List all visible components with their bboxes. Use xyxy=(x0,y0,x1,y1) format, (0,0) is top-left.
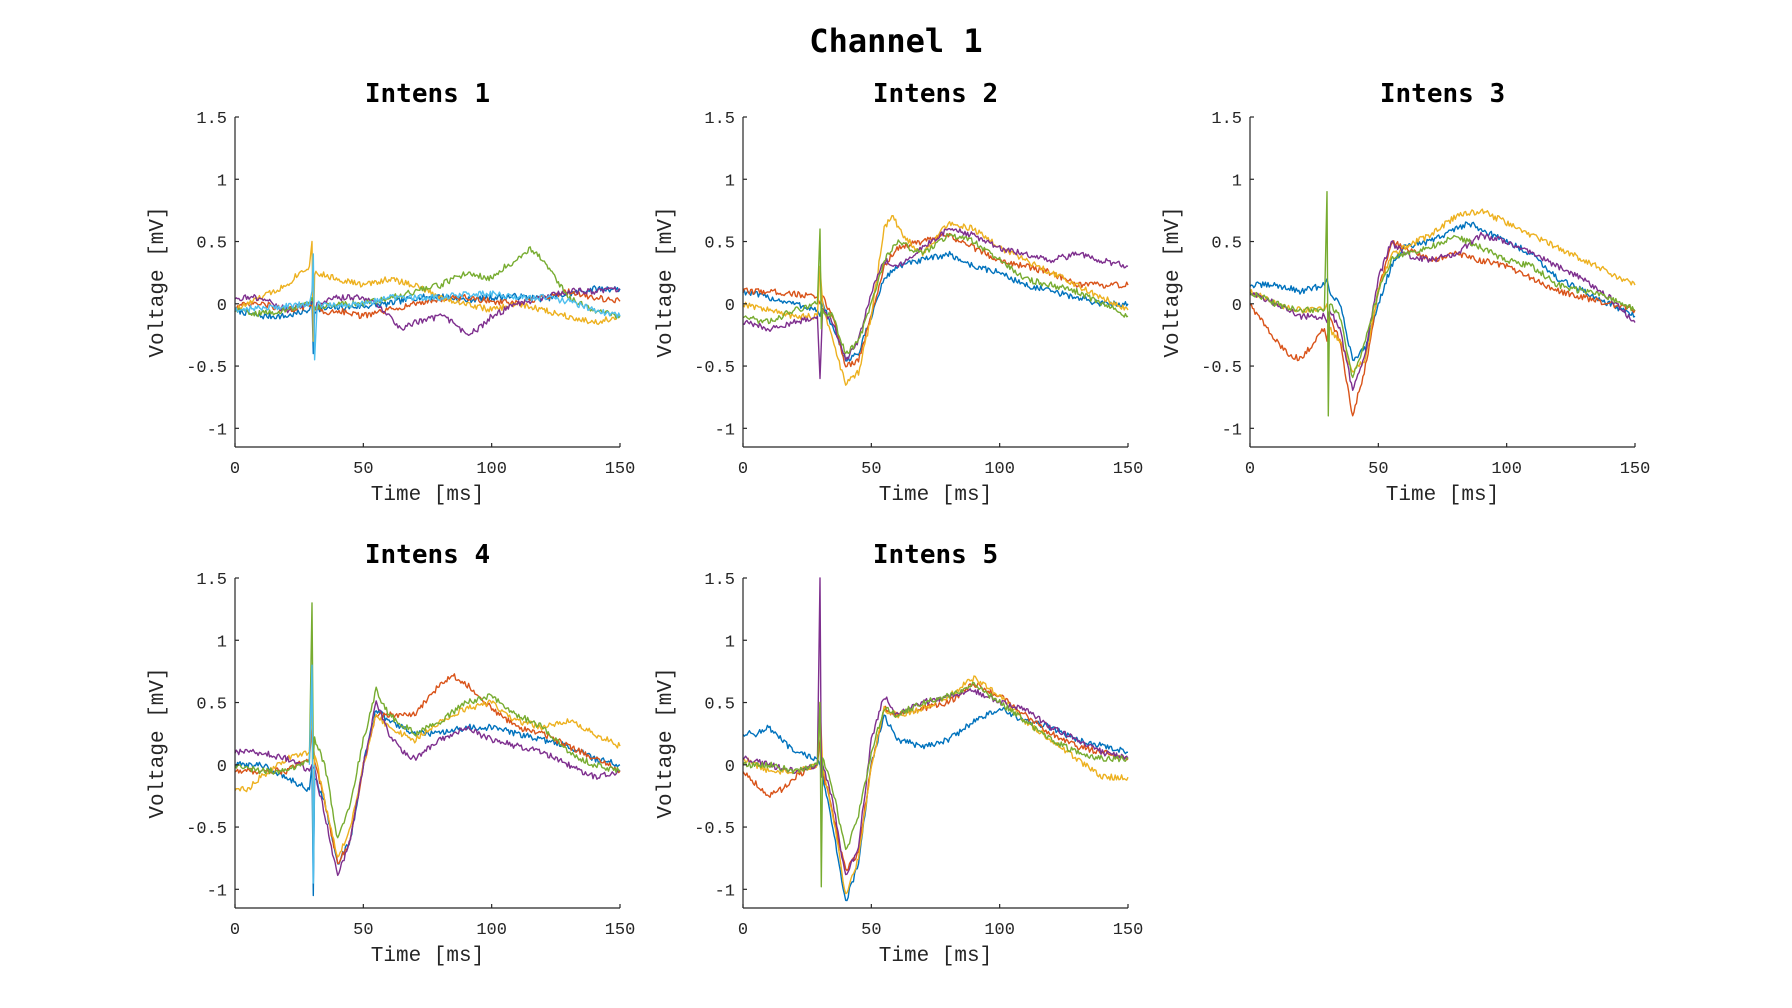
y-tick-label: -0.5 xyxy=(694,359,735,378)
series-line-6 xyxy=(234,253,621,361)
subplot-2: Intens 2 0 50 100 150 -1 -0.5 0 0.5 1 1.5 Time [ms]… xyxy=(655,79,1143,507)
x-axis-label: Time [ms] xyxy=(371,484,484,507)
series-line-6 xyxy=(308,664,316,884)
x-tick-label: 50 xyxy=(1368,460,1388,479)
subplot-title: Intens 1 xyxy=(365,79,490,109)
x-axis-label: Time [ms] xyxy=(879,484,992,507)
x-tick-label: 150 xyxy=(605,921,636,940)
y-tick-label: 1.5 xyxy=(704,110,735,129)
series-line-5 xyxy=(1249,190,1636,417)
y-tick-label: 0.5 xyxy=(1211,235,1242,254)
y-tick-label: 1 xyxy=(217,172,227,191)
y-tick-label: 0.5 xyxy=(196,696,227,715)
y-tick-label: -1 xyxy=(715,882,735,901)
series-line-5 xyxy=(234,602,621,839)
x-tick-label: 100 xyxy=(984,921,1015,940)
series-line-5 xyxy=(742,228,1129,355)
y-tick-label: 0 xyxy=(217,297,227,316)
y-axis-label: Voltage [mV] xyxy=(147,206,170,357)
y-axis-label: Voltage [mV] xyxy=(1162,206,1185,357)
x-tick-label: 0 xyxy=(1245,460,1255,479)
series-line-1 xyxy=(1249,221,1636,362)
y-tick-label: -1 xyxy=(1222,421,1242,440)
series-line-4 xyxy=(234,700,621,877)
x-axis-label: Time [ms] xyxy=(1386,484,1499,507)
y-tick-label: -1 xyxy=(207,421,227,440)
series-group xyxy=(1249,190,1636,417)
series-group xyxy=(234,240,621,361)
x-tick-label: 50 xyxy=(353,921,373,940)
y-tick-label: 0 xyxy=(725,758,735,777)
y-tick-label: 0.5 xyxy=(704,235,735,254)
subplot-title: Intens 2 xyxy=(873,79,998,109)
subplot-3: Intens 3 0 50 100 150 -1 -0.5 0 0.5 1 1.5 Time [ms]… xyxy=(1162,79,1650,507)
y-tick-label: 0.5 xyxy=(704,696,735,715)
x-tick-label: 50 xyxy=(353,460,373,479)
x-axis-label: Time [ms] xyxy=(879,945,992,968)
x-tick-label: 50 xyxy=(861,921,881,940)
x-tick-label: 150 xyxy=(605,460,636,479)
y-tick-label: 0 xyxy=(217,758,227,777)
y-axis-label: Voltage [mV] xyxy=(147,667,170,818)
subplot-title: Intens 3 xyxy=(1380,79,1505,109)
subplot-4: Intens 4 0 50 100 150 -1 -0.5 0 0.5 1 1.5 Time [ms]… xyxy=(147,540,635,968)
y-tick-label: 1 xyxy=(725,172,735,191)
x-tick-label: 0 xyxy=(738,460,748,479)
series-line-5 xyxy=(742,681,1129,888)
x-tick-label: 100 xyxy=(984,460,1015,479)
x-tick-label: 50 xyxy=(861,460,881,479)
y-tick-label: 1 xyxy=(725,633,735,652)
x-tick-label: 100 xyxy=(476,921,507,940)
series-line-5 xyxy=(234,246,621,319)
subplot-title: Intens 5 xyxy=(873,540,998,570)
y-tick-label: 0 xyxy=(1232,297,1242,316)
series-group xyxy=(742,577,1129,902)
y-tick-label: 1.5 xyxy=(196,110,227,129)
y-tick-label: -0.5 xyxy=(186,820,227,839)
x-tick-label: 150 xyxy=(1113,921,1144,940)
y-tick-label: 1.5 xyxy=(196,571,227,590)
y-tick-label: -0.5 xyxy=(1201,359,1242,378)
x-tick-label: 100 xyxy=(1491,460,1522,479)
y-tick-label: -0.5 xyxy=(694,820,735,839)
y-tick-label: 0 xyxy=(725,297,735,316)
y-tick-label: 1.5 xyxy=(1211,110,1242,129)
series-line-4 xyxy=(742,227,1129,380)
series-group xyxy=(742,214,1129,386)
series-line-4 xyxy=(1249,231,1636,391)
y-axis-label: Voltage [mV] xyxy=(655,206,678,357)
x-tick-label: 100 xyxy=(476,460,507,479)
y-tick-label: 0.5 xyxy=(196,235,227,254)
subplot-5: Intens 5 0 50 100 150 -1 -0.5 0 0.5 1 1.5 Time [ms]… xyxy=(655,540,1143,968)
subplot-title: Intens 4 xyxy=(365,540,490,570)
figure-title: Channel 1 xyxy=(809,22,982,60)
y-tick-label: -1 xyxy=(207,882,227,901)
x-tick-label: 0 xyxy=(738,921,748,940)
series-line-2 xyxy=(1249,239,1636,417)
y-axis-label: Voltage [mV] xyxy=(655,667,678,818)
series-line-3 xyxy=(234,699,621,866)
x-tick-label: 150 xyxy=(1113,460,1144,479)
x-tick-label: 150 xyxy=(1620,460,1651,479)
x-tick-label: 0 xyxy=(230,921,240,940)
y-tick-label: 1 xyxy=(1232,172,1242,191)
y-tick-label: 1.5 xyxy=(704,571,735,590)
y-tick-label: 1 xyxy=(217,633,227,652)
subplot-1: Intens 1 0 50 100 150 -1 -0.5 0 0.5 1 1.5 Time [ms]… xyxy=(147,79,635,507)
x-axis-label: Time [ms] xyxy=(371,945,484,968)
x-tick-label: 0 xyxy=(230,460,240,479)
y-tick-label: -0.5 xyxy=(186,359,227,378)
series-group xyxy=(234,602,621,897)
y-tick-label: -1 xyxy=(715,421,735,440)
